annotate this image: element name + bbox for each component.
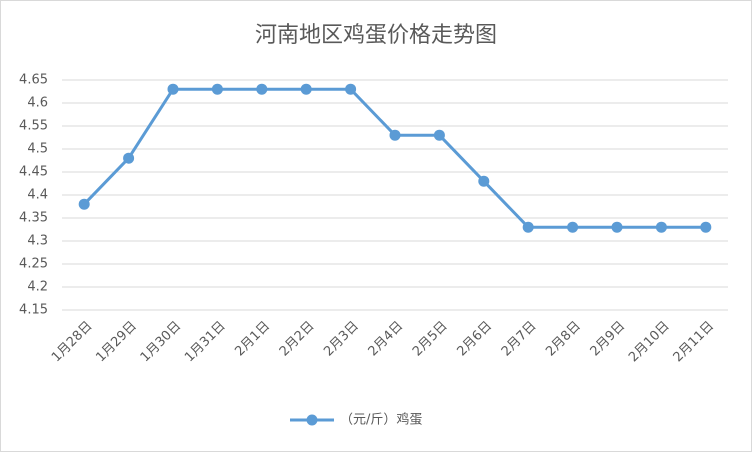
data-point [123,152,135,164]
data-point [655,221,667,233]
y-tick-label: 4.55 [19,119,48,134]
y-tick-label: 4.65 [19,73,48,88]
y-tick-label: 4.15 [19,303,48,318]
data-point [167,83,179,95]
data-point [78,198,90,210]
data-point [567,221,579,233]
data-point [345,83,357,95]
y-tick-label: 4.45 [19,165,48,180]
y-tick-label: 4.4 [27,188,48,203]
y-tick-label: 4.5 [27,142,48,157]
data-point [611,221,623,233]
y-tick-label: 4.25 [19,257,48,272]
data-point [300,83,312,95]
y-tick-label: 4.3 [27,234,48,249]
data-point [389,129,401,141]
legend-label: （元/斤）鸡蛋 [340,412,422,428]
chart-title: 河南地区鸡蛋价格走势图 [255,23,497,48]
data-point [478,175,490,187]
legend-marker [306,414,318,426]
data-point [256,83,268,95]
y-tick-label: 4.35 [19,211,48,226]
data-point [522,221,534,233]
data-point [700,221,712,233]
data-point [433,129,445,141]
y-tick-label: 4.2 [27,280,48,295]
data-point [211,83,223,95]
y-tick-label: 4.6 [27,96,48,111]
